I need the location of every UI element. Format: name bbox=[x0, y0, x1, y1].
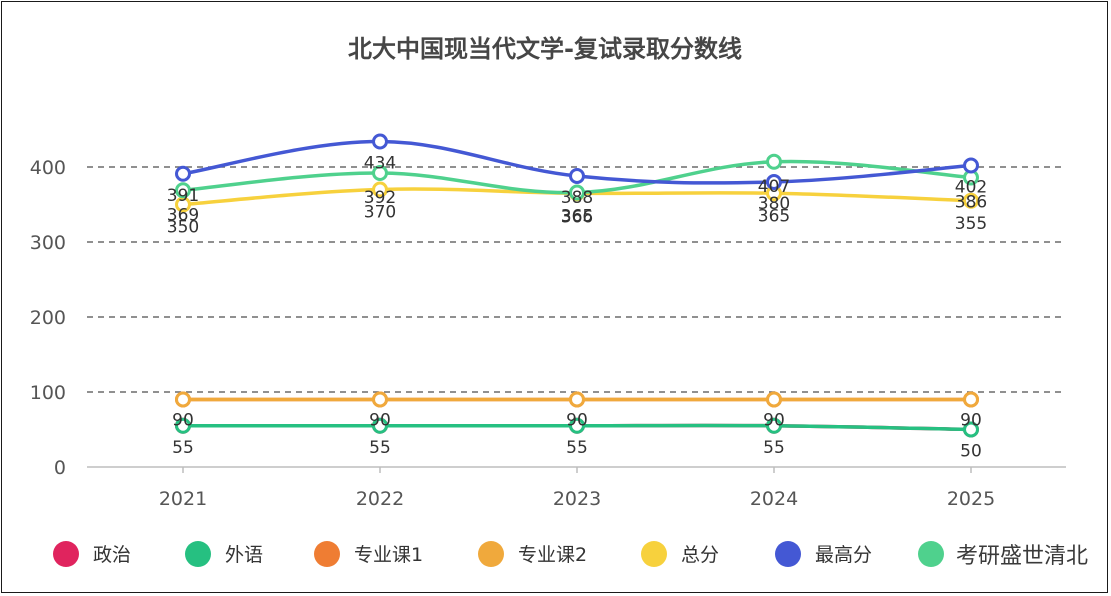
legend-marker bbox=[53, 541, 79, 567]
y-tick-label: 100 bbox=[30, 382, 66, 404]
data-label: 90 bbox=[172, 411, 194, 431]
data-label: 386 bbox=[955, 193, 987, 213]
legend-item[interactable] bbox=[918, 541, 944, 567]
data-point bbox=[963, 391, 979, 408]
legend-label: 外语 bbox=[225, 544, 263, 566]
data-point bbox=[963, 421, 979, 438]
legend-label: 专业课2 bbox=[518, 544, 587, 566]
data-label: 55 bbox=[566, 438, 588, 458]
data-point bbox=[569, 417, 585, 434]
legend-item[interactable]: 政治 bbox=[53, 541, 131, 567]
data-point bbox=[372, 417, 388, 434]
data-point bbox=[766, 417, 782, 434]
y-tick-label: 300 bbox=[30, 232, 66, 254]
axes: 0 100 200 300 400 2021 2022 2023 2024 2025 bbox=[30, 157, 1066, 510]
data-point bbox=[963, 157, 979, 174]
legend-item[interactable]: 总分 bbox=[641, 541, 719, 567]
data-point bbox=[175, 165, 191, 182]
data-label: 366 bbox=[561, 208, 593, 228]
data-point bbox=[766, 391, 782, 408]
data-point bbox=[372, 181, 388, 198]
y-tick-label: 200 bbox=[30, 307, 66, 329]
data-point bbox=[766, 174, 782, 190]
data-point bbox=[766, 153, 782, 170]
x-tick-label: 2025 bbox=[947, 488, 995, 510]
data-point bbox=[372, 133, 388, 150]
data-label: 55 bbox=[763, 438, 785, 458]
series-layer bbox=[175, 133, 979, 438]
data-label: 55 bbox=[172, 438, 194, 458]
data-label: 90 bbox=[960, 411, 982, 431]
data-point bbox=[372, 165, 388, 181]
legend-marker bbox=[185, 541, 211, 567]
legend-marker bbox=[918, 541, 944, 567]
legend-marker bbox=[775, 541, 801, 567]
data-label: 388 bbox=[561, 188, 593, 208]
legend-item[interactable]: 专业课2 bbox=[478, 541, 587, 567]
data-label: 90 bbox=[566, 411, 588, 431]
data-labels: 55 55 55 55 50 90 90 90 90 90 350 370 365 365 355 391 43… bbox=[167, 154, 987, 462]
data-point bbox=[569, 391, 585, 408]
legend-label: 专业课1 bbox=[354, 544, 423, 566]
data-label: 434 bbox=[364, 154, 396, 174]
data-label: 391 bbox=[167, 186, 199, 206]
data-label: 90 bbox=[369, 411, 391, 431]
x-tick-label: 2021 bbox=[159, 488, 207, 510]
data-point bbox=[569, 168, 585, 184]
legend-marker bbox=[478, 541, 504, 567]
legend-item[interactable]: 专业课1 bbox=[314, 541, 423, 567]
data-label: 370 bbox=[364, 203, 396, 223]
series-6 bbox=[175, 133, 979, 190]
data-label: 380 bbox=[758, 194, 790, 214]
data-label: 407 bbox=[758, 177, 790, 197]
data-point bbox=[963, 192, 979, 209]
legend-marker bbox=[314, 541, 340, 567]
y-tick-label: 0 bbox=[54, 457, 66, 479]
legend-item[interactable]: 最高分 bbox=[775, 541, 872, 567]
x-tick-label: 2022 bbox=[356, 488, 404, 510]
data-label: 50 bbox=[960, 442, 982, 462]
data-label: 350 bbox=[167, 218, 199, 238]
data-point bbox=[569, 184, 585, 201]
legend-label: 政治 bbox=[93, 544, 131, 566]
series-4 bbox=[175, 391, 979, 408]
x-tick-label: 2023 bbox=[553, 488, 601, 510]
legend-item[interactable]: 外语 bbox=[185, 541, 263, 567]
legend-label: 总分 bbox=[681, 544, 719, 566]
data-point bbox=[175, 391, 191, 408]
data-label: 55 bbox=[369, 438, 391, 458]
chart-title: 北大中国现当代文学-复试录取分数线 bbox=[348, 35, 742, 63]
data-label: 402 bbox=[955, 178, 987, 198]
data-label: 392 bbox=[364, 188, 396, 208]
legend-label: 最高分 bbox=[815, 544, 872, 566]
data-label: 355 bbox=[955, 214, 987, 234]
data-point bbox=[372, 391, 388, 408]
y-tick-label: 400 bbox=[30, 157, 66, 179]
watermark-text: 考研盛世清北 bbox=[956, 544, 1088, 569]
data-point bbox=[175, 417, 191, 434]
data-label: 369 bbox=[167, 205, 199, 225]
data-label: 365 bbox=[561, 206, 593, 226]
series-2 bbox=[175, 417, 979, 438]
legend: 政治 外语 专业课1 专业课2 总分 最高分 bbox=[53, 541, 944, 567]
x-tick-label: 2024 bbox=[750, 488, 798, 510]
legend-marker bbox=[641, 541, 667, 567]
data-label: 90 bbox=[763, 411, 785, 431]
data-point bbox=[175, 182, 191, 199]
series-7 bbox=[175, 153, 979, 201]
data-label: 365 bbox=[758, 206, 790, 226]
